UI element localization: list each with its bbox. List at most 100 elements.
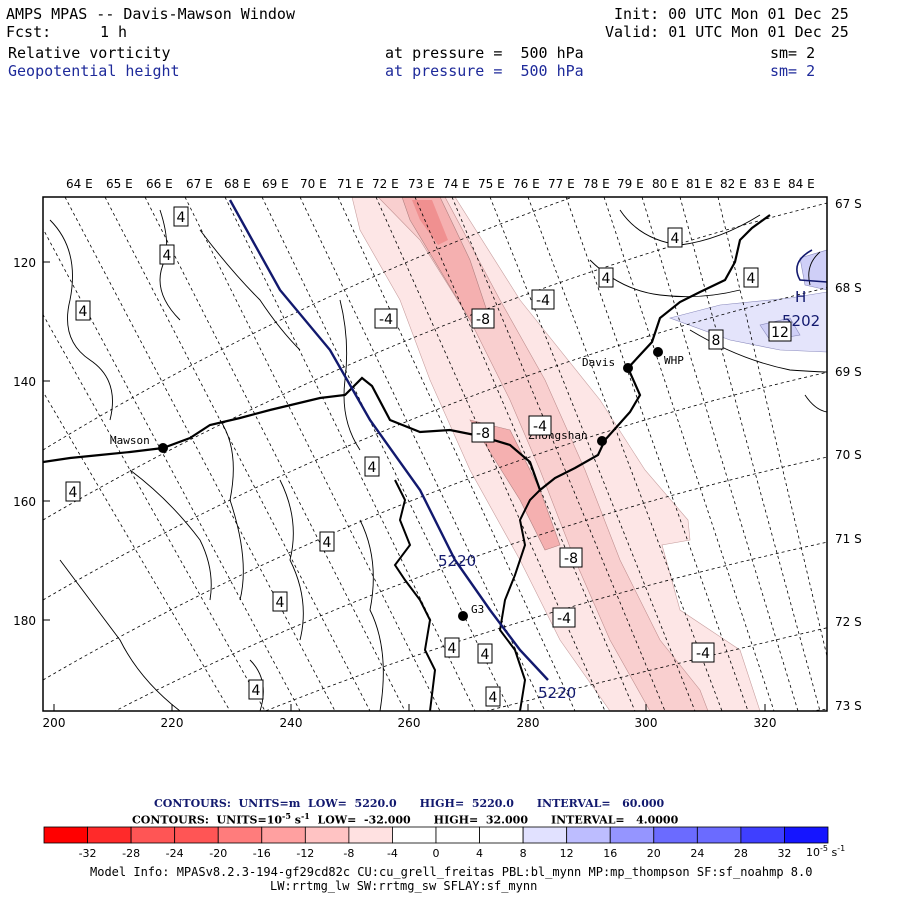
contour-label-box xyxy=(552,607,576,628)
init-time: Init: 00 UTC Mon 01 Dec 25 xyxy=(614,5,849,23)
colorbar-tick-label: 12 xyxy=(560,847,574,860)
colorbar xyxy=(43,826,829,844)
lon-label: 82 E xyxy=(720,177,747,191)
contour-label: 4 xyxy=(481,647,490,663)
vorticity-contour-info: CONTOURS: UNITS=10-5 s-1 LOW= -32.000 HI… xyxy=(132,811,679,827)
colorbar-segment xyxy=(522,826,568,844)
colorbar-segment xyxy=(43,826,88,844)
lon-label: 75 E xyxy=(478,177,505,191)
x-axis-label: 300 xyxy=(635,716,658,730)
colorbar-tick-label: 8 xyxy=(520,847,527,860)
contour-label: -8 xyxy=(476,312,490,328)
contour-label: 4 xyxy=(489,690,498,706)
colorbar-segment xyxy=(696,826,742,844)
contour-label-box xyxy=(708,329,724,350)
lat-label: 68 S xyxy=(835,281,862,295)
colorbar-segment xyxy=(609,826,655,844)
colorbar-segment xyxy=(566,826,611,844)
height-label-5202: 5202 xyxy=(782,312,820,330)
contour-label: -4 xyxy=(379,312,393,328)
contour-label-box xyxy=(319,531,335,552)
high-pressure-marker: H xyxy=(795,288,806,306)
field1-pressure: at pressure = 500 hPa xyxy=(385,44,584,62)
contour-label: 4 xyxy=(276,595,285,611)
field1-name: Relative vorticity xyxy=(8,44,171,62)
lon-label: 78 E xyxy=(583,177,610,191)
lon-label: 69 E xyxy=(262,177,289,191)
lon-label: 74 E xyxy=(443,177,470,191)
colorbar-tick-label: -8 xyxy=(343,847,354,860)
lon-label: 66 E xyxy=(146,177,173,191)
vorticity-contours xyxy=(49,209,827,711)
longitude-gridlines xyxy=(43,197,827,711)
colorbar-tick-label: -32 xyxy=(79,847,97,860)
contour-label-box xyxy=(272,591,288,612)
colorbar-tick-label: 28 xyxy=(734,847,748,860)
colorbar-segment xyxy=(217,826,263,844)
contour-label: 4 xyxy=(163,248,172,264)
station-zhongshan-marker xyxy=(597,436,607,446)
vorticity-shade-neg8 xyxy=(377,197,709,711)
lon-label: 64 E xyxy=(66,177,93,191)
x-axis-label: 260 xyxy=(398,716,421,730)
contour-label-box xyxy=(768,321,792,342)
coastline-lower xyxy=(498,489,541,711)
valid-time: Valid: 01 UTC Mon 01 Dec 25 xyxy=(605,23,849,41)
lat-label: 67 S xyxy=(835,197,862,211)
plot-frame xyxy=(42,196,828,712)
contour-label: 8 xyxy=(712,333,721,349)
contour-label-box xyxy=(173,206,189,227)
height-label-5220-mid: 5220 xyxy=(438,552,476,570)
lon-label: 67 E xyxy=(186,177,213,191)
colorbar-segment xyxy=(740,826,785,844)
contour-label: 4 xyxy=(69,485,78,501)
lon-label: 73 E xyxy=(408,177,435,191)
station-whp-label: WHP xyxy=(664,354,684,367)
lon-label: 77 E xyxy=(548,177,575,191)
contour-label-box xyxy=(159,244,175,265)
contour-label: -4 xyxy=(557,611,571,627)
station-mawson-label: Mawson xyxy=(110,434,150,447)
forecast-label: Fcst: xyxy=(6,23,52,41)
map-title: AMPS MPAS -- Davis-Mawson Window xyxy=(6,5,295,23)
lon-label: 83 E xyxy=(754,177,781,191)
x-axis-label: 240 xyxy=(280,716,303,730)
height-contour-5202 xyxy=(796,249,827,283)
lon-label: 84 E xyxy=(788,177,815,191)
lat-label: 73 S xyxy=(835,699,862,713)
contour-label-box xyxy=(743,267,759,288)
contour-label: 4 xyxy=(368,460,377,476)
contour-label: 4 xyxy=(448,641,457,657)
contour-label-box xyxy=(531,289,555,310)
contour-label-box xyxy=(444,637,460,658)
contour-label: -4 xyxy=(536,293,550,309)
contour-label: 4 xyxy=(79,304,88,320)
contour-label-box xyxy=(691,642,715,663)
lon-label: 72 E xyxy=(372,177,399,191)
vorticity-shade-neg16 xyxy=(412,200,448,245)
model-info-line2: LW:rrtmg_lw SW:rrtmg_sw SFLAY:sf_mynn xyxy=(270,879,538,893)
colorbar-tick-label: 0 xyxy=(433,847,440,860)
colorbar-tick-label: 4 xyxy=(476,847,483,860)
lat-label: 70 S xyxy=(835,448,862,462)
lon-label: 68 E xyxy=(224,177,251,191)
field2-name: Geopotential height xyxy=(8,62,180,80)
contour-label-box xyxy=(485,686,501,707)
contour-label: 12 xyxy=(771,325,789,341)
contour-label-box xyxy=(559,547,583,568)
x-axis-label: 200 xyxy=(43,716,66,730)
contour-label: 4 xyxy=(671,231,680,247)
lon-label: 71 E xyxy=(337,177,364,191)
contour-label: 4 xyxy=(177,210,186,226)
colorbar-tick-label: -20 xyxy=(209,847,227,860)
colorbar-tick-label: 16 xyxy=(603,847,617,860)
contour-label: -8 xyxy=(564,551,578,567)
lon-label: 65 E xyxy=(106,177,133,191)
contour-label-box xyxy=(471,422,495,443)
lon-label: 80 E xyxy=(652,177,679,191)
colorbar-tick-label: 24 xyxy=(690,847,704,860)
lon-label: 79 E xyxy=(617,177,644,191)
colorbar-segment xyxy=(174,826,219,844)
contour-label: 4 xyxy=(602,271,611,287)
lon-label: 81 E xyxy=(686,177,713,191)
